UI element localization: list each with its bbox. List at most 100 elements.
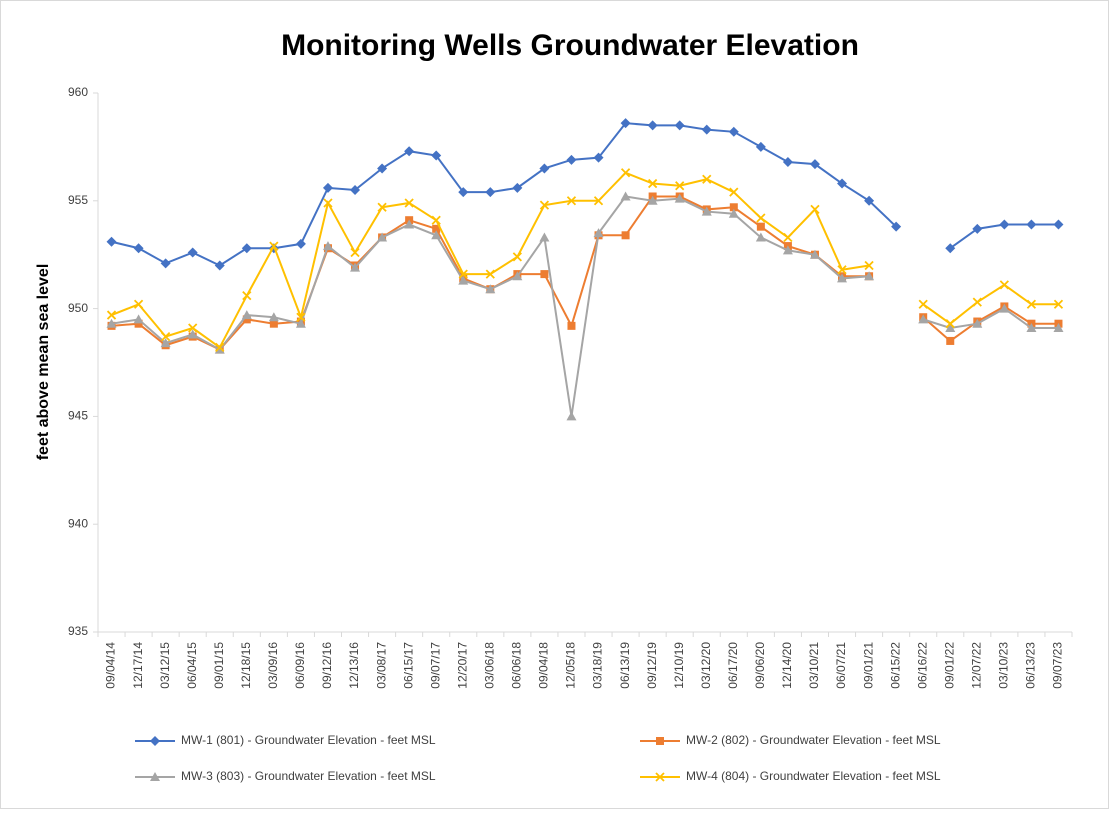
marker [241,243,252,254]
y-tick-label: 945 [68,409,88,423]
marker [782,156,793,167]
marker [972,297,982,307]
x-tick-label: 06/13/23 [1024,642,1038,689]
marker [485,187,496,198]
x-tick-label: 06/16/22 [915,642,929,689]
x-tick-label: 03/08/17 [374,642,388,689]
marker [377,202,387,212]
marker [350,185,361,196]
marker [701,206,712,216]
marker [755,232,766,242]
marker [458,269,468,279]
marker [837,178,848,189]
y-tick-label: 935 [68,624,88,638]
x-tick-label: 12/20/17 [455,642,469,689]
marker [540,270,549,279]
marker [918,299,928,309]
marker [242,291,252,301]
marker [431,215,441,225]
x-tick-label: 12/18/15 [239,642,253,689]
x-tick-label: 09/12/19 [645,642,659,689]
x-tick-label: 12/10/19 [672,642,686,689]
marker [946,336,955,345]
x-tick-label: 09/07/23 [1051,642,1065,689]
marker [150,736,160,746]
marker [755,141,766,152]
marker [1053,219,1064,230]
marker [945,319,955,329]
marker [404,219,415,229]
x-tick-label: 06/15/17 [401,642,415,689]
marker [187,329,198,339]
legend-label: MW-1 (801) - Groundwater Elevation - fee… [181,733,436,747]
marker [150,772,160,781]
x-tick-label: 06/13/19 [618,642,632,689]
marker [837,273,848,283]
marker [593,196,604,206]
marker [593,228,604,238]
x-tick-label: 12/05/18 [564,642,578,689]
marker [458,275,469,285]
x-tick-label: 03/12/20 [699,642,713,689]
x-tick-label: 03/09/16 [266,642,280,689]
marker [322,241,333,251]
y-tick-label: 940 [68,516,88,530]
marker [350,262,361,272]
marker [566,154,577,165]
marker [620,118,631,129]
x-tick-label: 12/17/14 [131,642,145,689]
marker [214,260,225,271]
marker [674,120,685,131]
marker [837,265,847,275]
marker [945,243,956,254]
marker [972,223,983,234]
marker [214,344,225,354]
marker [350,247,360,258]
marker [512,271,523,281]
marker [242,315,251,324]
marker [295,238,306,249]
x-tick-label: 03/10/23 [997,642,1011,689]
chart-title: Monitoring Wells Groundwater Elevation [281,29,859,62]
marker [783,232,793,243]
x-tick-label: 06/15/22 [888,642,902,689]
marker [1026,219,1037,230]
marker [864,271,875,281]
marker [864,260,874,271]
x-tick-label: 12/07/22 [969,642,983,689]
x-tick-label: 06/06/18 [510,642,524,689]
x-tick-label: 09/01/15 [212,642,226,689]
marker [296,312,306,322]
marker [728,126,739,137]
marker [891,221,902,232]
x-tick-label: 09/06/20 [753,642,767,689]
x-tick-label: 06/17/20 [726,642,740,689]
marker [539,163,550,174]
marker [161,331,171,342]
marker [621,231,630,240]
marker [269,319,278,328]
marker [134,319,143,328]
marker [215,342,225,353]
marker [377,163,388,174]
x-tick-label: 03/06/18 [482,642,496,689]
x-tick-label: 03/18/19 [591,642,605,689]
marker [539,200,550,210]
marker [295,318,306,328]
x-tick-label: 09/07/17 [428,642,442,689]
marker [431,150,442,161]
y-tick-label: 955 [68,193,88,207]
marker [999,280,1009,290]
x-tick-label: 12/13/16 [347,642,361,689]
y-tick-label: 950 [68,301,88,315]
marker [648,178,658,189]
marker [187,247,198,258]
marker [1053,323,1064,333]
marker [377,232,388,242]
marker [620,168,631,178]
y-axis-label: feet above mean sea level [35,264,52,461]
x-tick-label: 09/04/14 [104,642,118,689]
marker [728,208,739,218]
marker [269,241,279,251]
